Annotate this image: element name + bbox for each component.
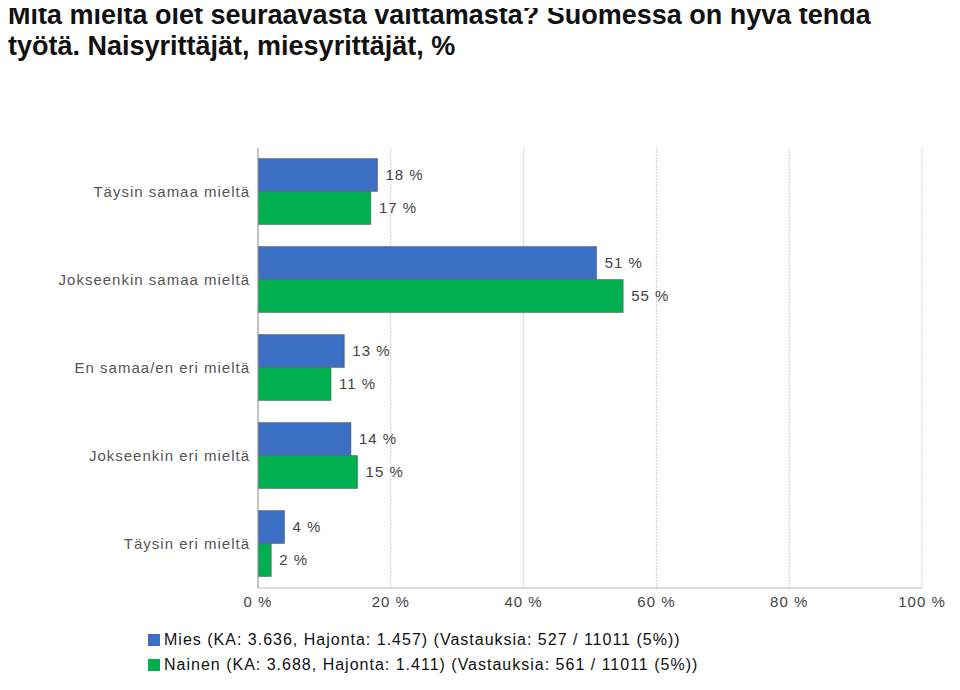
svg-text:0 %: 0 %: [244, 593, 273, 610]
svg-text:Täysin eri mieltä: Täysin eri mieltä: [124, 535, 250, 552]
svg-text:17 %: 17 %: [379, 199, 417, 216]
svg-text:Täysin samaa mieltä: Täysin samaa mieltä: [93, 183, 250, 200]
svg-text:11 %: 11 %: [339, 375, 376, 392]
svg-text:100 %: 100 %: [898, 593, 946, 610]
svg-text:En samaa/en eri mieltä: En samaa/en eri mieltä: [75, 359, 250, 376]
svg-text:80 %: 80 %: [770, 593, 808, 610]
html-text:Mies (KA: 3.636, Hajonta: 1.45: Mies (KA: 3.636, Hajonta: 1.457) (Vastau…: [164, 631, 681, 648]
svg-text:20 %: 20 %: [372, 593, 410, 610]
svg-text:51 %: 51 %: [605, 254, 643, 271]
svg-text:60 %: 60 %: [637, 593, 675, 610]
svg-text:Jokseenkin eri mieltä: Jokseenkin eri mieltä: [89, 447, 250, 464]
svg-text:4 %: 4 %: [293, 518, 322, 535]
svg-text:13 %: 13 %: [352, 342, 390, 359]
svg-text:18 %: 18 %: [386, 166, 424, 183]
svg-text:2 %: 2 %: [279, 551, 308, 568]
html-text:Mitä mieltä olet seuraavasta v: Mitä mieltä olet seuraavasta väittämästä…: [8, 0, 871, 61]
html-text:Nainen (KA: 3.688, Hajonta: 1.: Nainen (KA: 3.688, Hajonta: 1.411) (Vast…: [164, 656, 699, 673]
svg-text:15 %: 15 %: [366, 463, 404, 480]
svg-text:Jokseenkin samaa mieltä: Jokseenkin samaa mieltä: [59, 271, 250, 288]
svg-text:55 %: 55 %: [631, 287, 669, 304]
svg-text:14 %: 14 %: [359, 430, 397, 447]
svg-text:40 %: 40 %: [504, 593, 542, 610]
